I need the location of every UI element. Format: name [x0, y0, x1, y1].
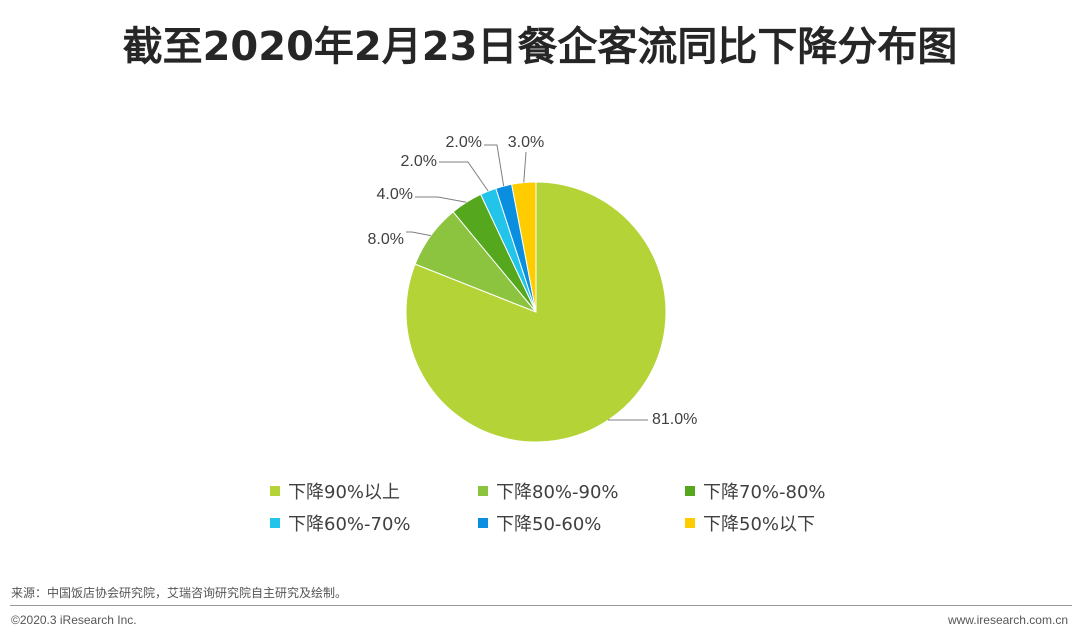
source-note: 来源：中国饭店协会研究院，艾瑞咨询研究院自主研究及绘制。 — [11, 586, 348, 600]
legend-swatch — [270, 486, 280, 496]
footer-divider — [10, 605, 1072, 606]
legend-swatch — [270, 518, 280, 528]
data-label: 4.0% — [377, 186, 413, 203]
legend-label: 下降60%-70% — [288, 514, 411, 535]
legend-swatch — [478, 518, 488, 528]
legend-item: 下降80%-90% — [478, 478, 619, 504]
legend-swatch — [685, 518, 695, 528]
legend-item: 下降50-60% — [478, 510, 601, 536]
legend-label: 下降50%以下 — [703, 514, 816, 535]
data-label: 2.0% — [401, 153, 437, 170]
chart-title: 截至2020年2月23日餐企客流同比下降分布图 — [122, 24, 958, 70]
legend-item: 下降50%以下 — [685, 510, 815, 536]
data-label: 81.0% — [652, 411, 697, 428]
leader-line — [415, 196, 467, 203]
copyright-text: ©2020.3 iResearch Inc. — [11, 613, 137, 627]
leader-line — [406, 231, 431, 237]
legend-item: 下降70%-80% — [685, 478, 826, 504]
data-label: 2.0% — [446, 134, 482, 151]
legend-label: 下降70%-80% — [703, 482, 826, 503]
leader-line — [523, 151, 527, 183]
pie-slice — [511, 181, 537, 313]
legend-label: 下降90%以上 — [288, 482, 401, 503]
legend-item: 下降90%以上 — [270, 478, 400, 504]
legend-label: 下降80%-90% — [496, 482, 619, 503]
website-link[interactable]: www.iresearch.com.cn — [947, 613, 1068, 627]
legend-label: 下降50-60% — [496, 514, 602, 535]
data-label: 8.0% — [368, 231, 404, 248]
data-label: 3.0% — [508, 134, 544, 151]
leader-line — [484, 144, 505, 187]
legend-swatch — [685, 486, 695, 496]
legend-item: 下降60%-70% — [270, 510, 411, 536]
legend-swatch — [478, 486, 488, 496]
leader-line — [439, 161, 489, 192]
